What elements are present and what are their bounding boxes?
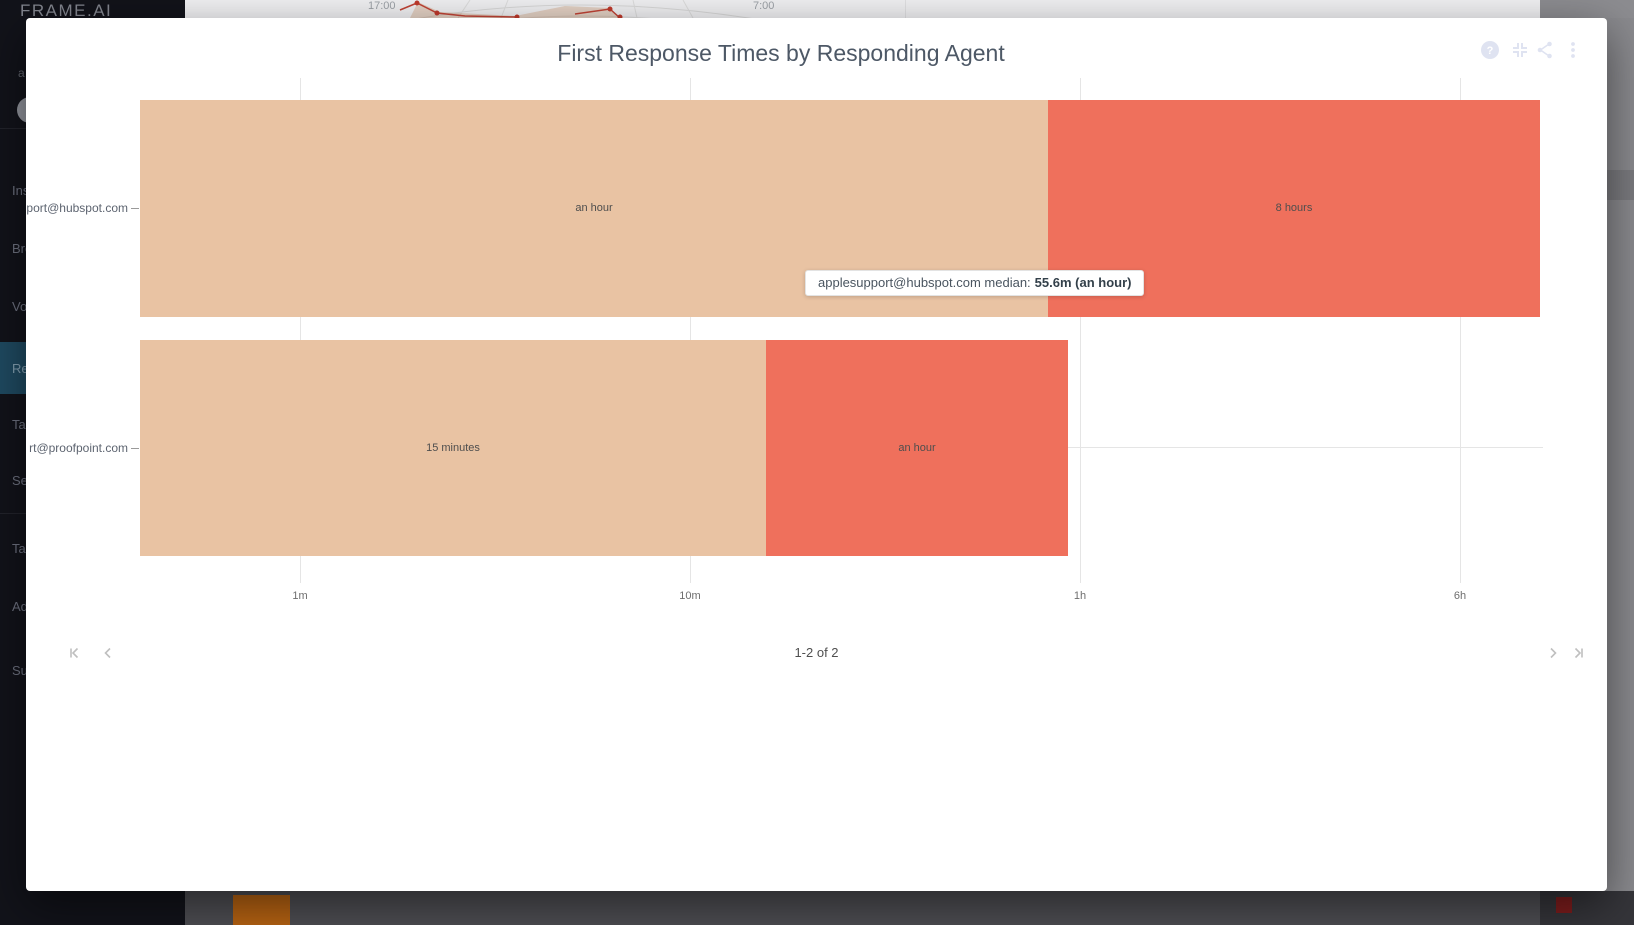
background-bottom-right-panel bbox=[1540, 891, 1634, 925]
share-icon[interactable] bbox=[1536, 41, 1554, 59]
radar-time-right: 7:00 bbox=[753, 0, 775, 12]
background-red-badge bbox=[1556, 897, 1572, 913]
y-axis-tick bbox=[131, 448, 139, 449]
sidebar-item-vol[interactable]: Vol bbox=[12, 299, 31, 314]
pagination-last-button[interactable] bbox=[1571, 646, 1585, 660]
background-bottom-strip bbox=[185, 891, 1634, 925]
sidebar-item-ins[interactable]: Ins bbox=[12, 183, 30, 198]
chart-modal: First Response Times by Responding Agent… bbox=[26, 18, 1607, 891]
x-tick-label-10m: 10m bbox=[679, 590, 701, 602]
page-title: First Response Times by Responding Agent bbox=[557, 40, 1005, 66]
y-axis-label-hubspot: applesupport@hubspot.com bbox=[26, 201, 128, 215]
gridline-10m bbox=[690, 78, 691, 583]
brand-logo: FRAME.AI bbox=[20, 1, 113, 20]
compress-icon[interactable] bbox=[1511, 41, 1529, 59]
x-tick-label-6h: 6h bbox=[1453, 590, 1467, 602]
gridline-1m bbox=[300, 78, 301, 583]
bar-segment-label: an hour bbox=[898, 442, 936, 454]
pagination-status: 1-2 of 2 bbox=[794, 645, 839, 660]
y-axis-tick bbox=[131, 208, 139, 209]
tooltip-label: applesupport@hubspot.com median: bbox=[818, 275, 1031, 290]
pagination-prev-button[interactable] bbox=[101, 646, 115, 660]
kebab-menu-icon[interactable] bbox=[1564, 41, 1582, 59]
pagination-first-button[interactable] bbox=[68, 646, 82, 660]
panel-divider bbox=[905, 0, 906, 18]
bar-segment-label: 8 hours bbox=[1275, 202, 1313, 214]
background-content-strip: 17:00 7:00 bbox=[185, 0, 1634, 18]
gridline-1h bbox=[1080, 78, 1081, 583]
pagination-next-button[interactable] bbox=[1546, 646, 1560, 660]
chart-tooltip: applesupport@hubspot.com median: 55.6m (a… bbox=[805, 270, 1145, 296]
tooltip-value: 55.6m (an hour) bbox=[1034, 275, 1132, 290]
x-tick-label-1h: 1h bbox=[1073, 590, 1087, 602]
x-tick-label-1m: 1m bbox=[292, 590, 308, 602]
account-letter: a bbox=[18, 66, 25, 80]
svg-text:?: ? bbox=[1487, 45, 1494, 57]
bar-segment-proofpoint-upper[interactable] bbox=[766, 340, 1068, 556]
help-icon[interactable]: ? bbox=[1481, 41, 1499, 59]
y-axis-label-proofpoint: rt@proofpoint.com bbox=[29, 441, 128, 455]
background-orange-button bbox=[233, 895, 290, 925]
background-right-panel bbox=[1540, 0, 1634, 18]
background-right-band bbox=[1607, 170, 1634, 200]
bar-segment-label: an hour bbox=[575, 202, 613, 214]
bar-segment-label: 15 minutes bbox=[426, 442, 480, 454]
gridline-6h bbox=[1460, 78, 1461, 583]
sidebar-item-ad[interactable]: Ad bbox=[12, 599, 28, 614]
background-radar-chart bbox=[399, 0, 752, 18]
bar-segment-proofpoint-median[interactable] bbox=[140, 340, 766, 556]
radar-time-left: 17:00 bbox=[368, 0, 396, 12]
